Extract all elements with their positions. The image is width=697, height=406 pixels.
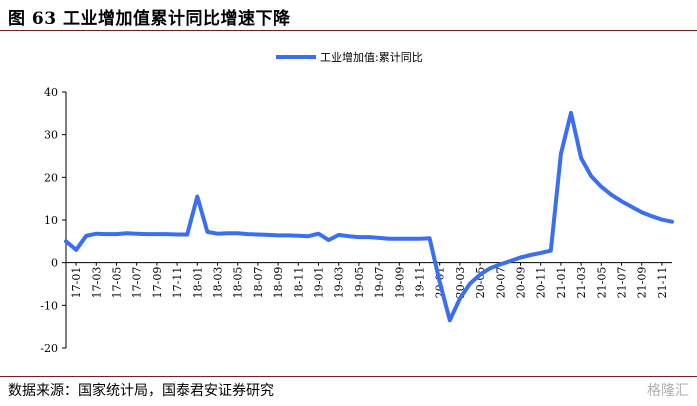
y-tick-label: 40 bbox=[44, 86, 58, 99]
x-tick-label: 18-03 bbox=[212, 267, 225, 299]
x-axis: 17-01 17-03 17-05 17-07 17-09 17-11 18-01 18-03… bbox=[66, 262, 672, 299]
x-tick-label: 20-09 bbox=[515, 267, 528, 299]
x-tick-label: 17-01 bbox=[70, 267, 83, 299]
x-tick-label: 17-05 bbox=[111, 267, 124, 299]
watermark-logo: 格隆汇 bbox=[647, 383, 689, 399]
series-line bbox=[64, 110, 674, 323]
x-tick-label: 18-05 bbox=[232, 267, 245, 299]
x-tick-label: 21-09 bbox=[636, 267, 649, 299]
x-tick-label: 21-11 bbox=[656, 267, 669, 299]
y-tick-label: -20 bbox=[40, 342, 58, 355]
x-tick-label: 18-07 bbox=[252, 267, 265, 299]
x-tick-label: 17-07 bbox=[131, 267, 144, 299]
x-tick-label: 20-11 bbox=[535, 267, 548, 299]
x-tick-label: 21-07 bbox=[616, 267, 629, 299]
x-tick-label: 19-11 bbox=[414, 267, 427, 299]
x-tick-label: 19-05 bbox=[353, 267, 366, 299]
y-tick-label: 20 bbox=[44, 171, 58, 184]
y-tick-label: -10 bbox=[40, 299, 58, 312]
y-tick-label: 30 bbox=[44, 129, 58, 142]
x-tick-label: 18-01 bbox=[191, 267, 204, 299]
x-tick-label: 18-11 bbox=[292, 267, 305, 299]
y-tick-label: 0 bbox=[51, 257, 58, 270]
x-tick-label: 17-09 bbox=[151, 267, 164, 299]
x-tick-label: 19-09 bbox=[393, 267, 406, 299]
footer-divider bbox=[0, 376, 697, 377]
title-divider bbox=[0, 30, 697, 31]
x-tick-label: 18-09 bbox=[272, 267, 285, 299]
chart-title: 图 63 工业增加值累计同比增速下降 bbox=[8, 9, 291, 29]
x-tick-label: 17-11 bbox=[171, 267, 184, 299]
y-tick-label: 10 bbox=[44, 214, 58, 227]
x-tick-label: 19-07 bbox=[373, 267, 386, 299]
legend-label: 工业增加值:累计同比 bbox=[320, 50, 423, 64]
series-layer bbox=[64, 110, 674, 323]
x-tick-label: 21-01 bbox=[555, 267, 568, 299]
y-axis: -20 -10 0 10 20 30 40 bbox=[40, 86, 67, 355]
source-note: 数据来源：国家统计局，国泰君安证券研究 bbox=[8, 383, 274, 399]
legend: 工业增加值:累计同比 bbox=[276, 50, 423, 64]
x-tick-label: 19-03 bbox=[333, 267, 346, 299]
x-tick-label: 21-05 bbox=[595, 267, 608, 299]
x-tick-label: 19-01 bbox=[313, 267, 326, 299]
x-tick-label: 17-03 bbox=[90, 267, 103, 299]
x-tick-label: 20-07 bbox=[494, 267, 507, 299]
x-tick-label: 21-03 bbox=[575, 267, 588, 299]
